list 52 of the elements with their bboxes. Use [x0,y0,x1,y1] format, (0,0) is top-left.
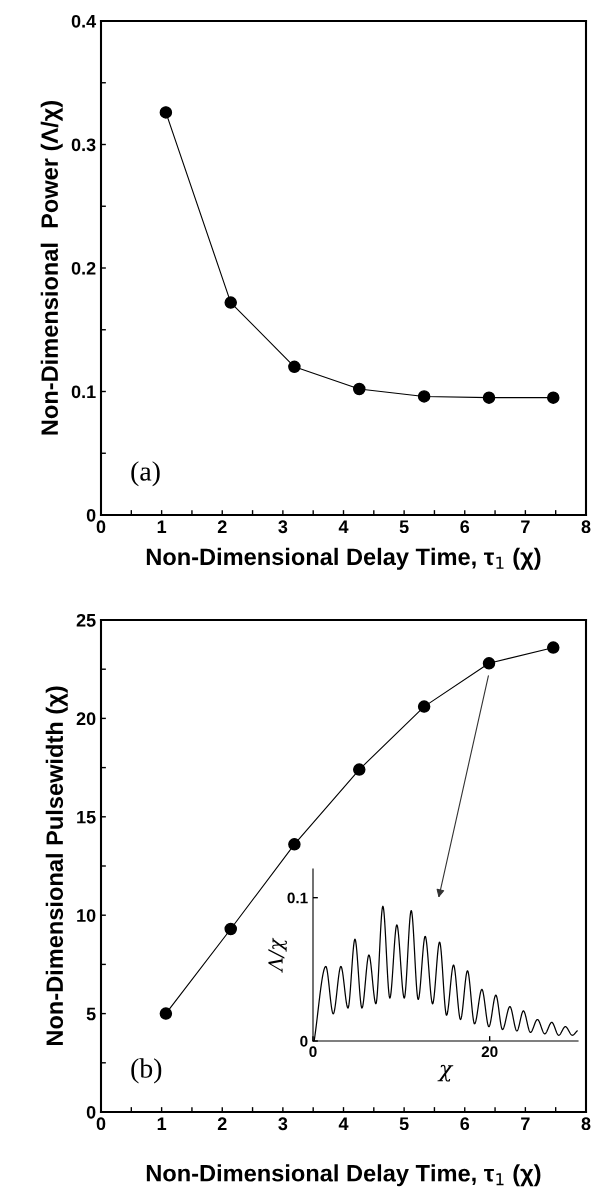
y-tick-label: 20 [76,712,96,726]
y-tick-label: 0.3 [71,138,96,152]
point [159,1007,173,1020]
x-tick-label: 6 [460,1117,470,1131]
y-tick-label: 10 [77,909,96,922]
point [547,391,560,404]
x-tick-label: 1 [157,520,167,533]
x-tick-label: 8 [581,1117,591,1131]
point [417,390,431,403]
x-axis-title: χ [437,1064,454,1082]
x-tick-label: 5 [399,520,409,534]
point [288,838,301,851]
point [482,391,496,404]
x-tick-label: 3 [278,520,288,534]
x-tick-label: 7 [521,1117,530,1130]
point [353,382,366,396]
y-tick-label: 0.1 [287,892,308,904]
annotation: (b) [131,1058,162,1084]
point [224,296,237,309]
y-axis-title: Λ/χ [268,937,287,973]
point [547,641,560,654]
y-axis-title: Non-Dimensional Power (Λ/χ) [40,101,63,435]
x-tick-label: 7 [521,520,530,533]
x-axis-title: Non-Dimensional Delay Time, τ$_{1}$ (χ) [146,1164,541,1187]
annotation: (a) [131,461,160,487]
x-tick-label: 0 [96,520,106,534]
x-tick-label: 8 [581,520,591,534]
point [353,763,366,776]
x-tick-label: 1 [157,1117,167,1130]
y-tick-label: 15 [77,810,96,824]
x-tick-label: 6 [460,520,470,534]
point [224,922,237,936]
point [159,106,173,119]
y-tick-label: 25 [76,613,96,627]
y-axis-title: Non-Dimensional Pulsewidth (χ) [45,686,68,1046]
x-tick-label: 2 [217,1117,227,1130]
point [288,360,301,374]
y-tick-label: 0.2 [71,261,96,275]
x-tick-label: 5 [399,1117,409,1131]
x-tick-label: 0 [96,1117,106,1131]
x-tick-label: 4 [338,1117,349,1130]
point [417,700,431,713]
x-tick-label: 3 [278,1117,288,1131]
y-tick-label: 0.4 [71,14,97,28]
y-tick-label: 0 [86,508,96,522]
y-tick-label: 0 [86,1105,96,1119]
x-tick-label: 2 [217,520,227,533]
x-tick-label: 4 [338,520,349,533]
y-tick-label: 0.1 [71,385,96,399]
point [482,657,496,670]
y-tick-label: 5 [86,1007,96,1021]
x-axis-title: Non-Dimensional Delay Time, τ$_{1}$ (χ) [146,547,541,570]
